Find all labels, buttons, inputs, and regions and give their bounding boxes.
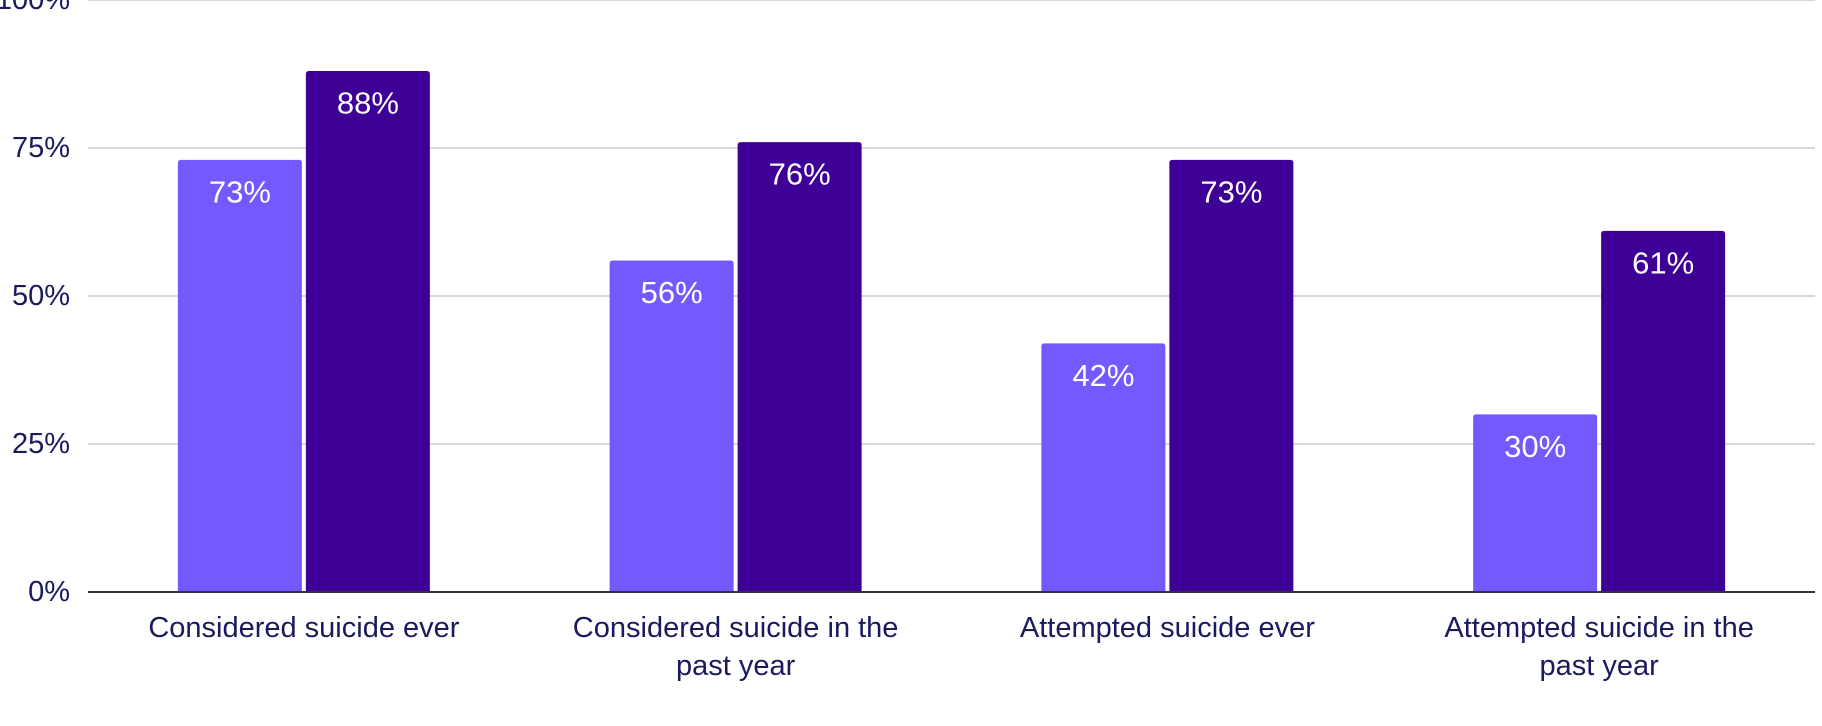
data-label: 61% — [1632, 245, 1694, 280]
data-label: 30% — [1504, 429, 1566, 464]
data-label: 73% — [1200, 174, 1262, 209]
data-label: 88% — [337, 86, 399, 121]
bar — [1473, 414, 1598, 592]
x-category-label: past year — [1539, 650, 1659, 682]
y-axis-tick-labels: 0% 25% 50% 75% 100% — [0, 0, 70, 608]
y-tick-label: 100% — [0, 0, 70, 16]
bars — [177, 71, 1726, 593]
y-tick-label: 50% — [12, 280, 70, 312]
data-labels: 73% 88% 56% 76% 42% 73% 30% 61% — [209, 86, 1694, 464]
bar — [177, 159, 302, 592]
x-category-label: Considered suicide ever — [148, 612, 459, 644]
x-axis-category-labels: Considered suicide ever Considered suicid… — [148, 612, 1754, 682]
bar — [1601, 230, 1726, 592]
y-tick-label: 75% — [12, 132, 70, 164]
y-tick-label: 25% — [12, 428, 70, 460]
x-category-label: Considered suicide in the — [573, 612, 899, 644]
bar — [1169, 159, 1294, 592]
x-category-label: Attempted suicide in the — [1444, 612, 1754, 644]
bar — [737, 142, 862, 592]
data-label: 56% — [641, 275, 703, 310]
y-tick-label: 0% — [28, 576, 70, 608]
x-category-label: Attempted suicide ever — [1020, 612, 1315, 644]
data-label: 76% — [769, 157, 831, 192]
bar — [609, 260, 734, 592]
data-label: 73% — [209, 174, 271, 209]
bar — [305, 71, 430, 593]
x-category-label: past year — [676, 650, 796, 682]
bar — [1041, 343, 1166, 592]
data-label: 42% — [1072, 358, 1134, 393]
